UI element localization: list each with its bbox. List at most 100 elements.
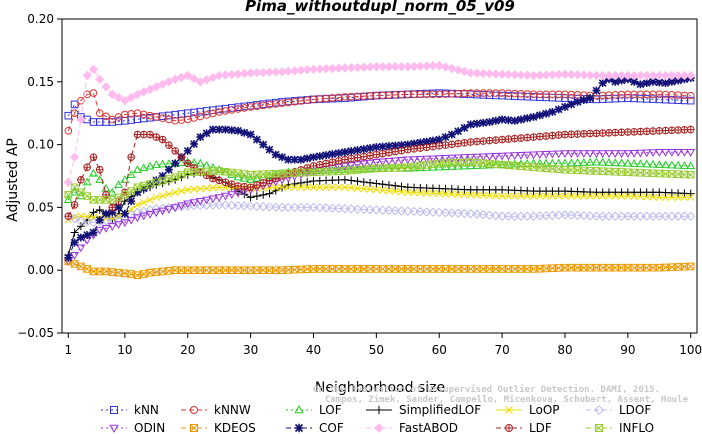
data-point-odin (491, 153, 501, 161)
data-point-fastabod (623, 70, 633, 81)
data-point-ldf (146, 130, 154, 139)
data-point-odin (503, 152, 513, 161)
data-point-fastabod (126, 92, 136, 103)
data-point-simplifiedlof (303, 178, 312, 186)
data-point-ldof (264, 202, 275, 212)
data-point-kdeos (165, 267, 173, 275)
data-point-odin (390, 157, 400, 166)
data-point-cof (359, 145, 368, 154)
data-point-ldof (321, 203, 331, 213)
data-point-lof (686, 161, 696, 170)
data-point-loop (215, 183, 223, 191)
data-point-fastabod (428, 61, 438, 71)
data-point-fastabod (409, 61, 419, 72)
data-point-odin (654, 148, 664, 157)
data-point-cof (428, 136, 437, 145)
data-point-cof (215, 125, 224, 134)
data-point-fastabod (516, 70, 526, 80)
data-point-loop (441, 190, 450, 198)
data-point-fastabod (459, 66, 470, 77)
data-point-ldf (70, 201, 79, 209)
data-point-odin (233, 189, 243, 198)
data-point-inflo (70, 183, 79, 192)
data-point-loop (404, 188, 412, 196)
data-point-ldf (642, 127, 651, 136)
data-point-cof (579, 96, 588, 104)
data-point-lof (195, 158, 205, 167)
data-point-loop (580, 192, 588, 200)
data-point-cof (642, 79, 651, 88)
data-point-fastabod (616, 70, 627, 81)
data-point-loop (190, 185, 198, 193)
data-point-ldf (347, 154, 356, 163)
data-point-ldof (333, 203, 344, 214)
data-point-ldof (491, 211, 501, 221)
data-point-fastabod (390, 62, 400, 72)
data-point-knn (121, 116, 129, 125)
data-point-odin (70, 251, 80, 260)
data-point-fastabod (365, 62, 375, 72)
data-point-fastabod (157, 79, 168, 89)
data-point-ldf (624, 128, 632, 136)
data-point-fastabod (421, 61, 432, 71)
data-point-ldof (535, 211, 545, 221)
data-point-inflo (416, 161, 425, 170)
data-point-ldf (410, 145, 418, 153)
data-point-cof (391, 141, 400, 150)
x-tick-label: 40 (306, 343, 321, 357)
data-point-fastabod (333, 63, 344, 73)
data-point-ldf (215, 176, 223, 185)
legend-swatch-marker (374, 405, 384, 415)
data-point-odin (529, 151, 539, 160)
data-point-cof (561, 102, 569, 111)
data-point-cof (485, 118, 494, 126)
data-point-fastabod (308, 64, 319, 74)
legend-label: ODIN (134, 421, 165, 434)
data-point-fastabod (503, 69, 514, 80)
legend-swatch-marker (594, 405, 604, 415)
data-point-ldof (421, 207, 432, 217)
data-point-lof (635, 159, 645, 168)
data-point-odin (642, 149, 652, 158)
data-point-inflo (83, 192, 91, 200)
data-point-cof (83, 231, 92, 239)
data-point-odin (591, 150, 601, 159)
data-point-loop (674, 193, 682, 202)
data-point-knn (686, 96, 695, 105)
series-inflo (64, 158, 695, 204)
data-point-ldof (484, 210, 495, 220)
data-point-lof (591, 157, 601, 166)
data-point-inflo (77, 188, 85, 197)
data-point-ldf (504, 135, 513, 143)
data-point-loop (649, 193, 657, 201)
x-tick-label: 80 (557, 343, 572, 357)
data-point-cof (372, 143, 381, 152)
data-point-fastabod (88, 64, 99, 74)
data-point-simplifiedlof (89, 208, 98, 217)
data-point-fastabod (679, 70, 690, 81)
data-point-fastabod (63, 177, 73, 187)
data-point-lof (239, 173, 249, 182)
data-point-kdeos (89, 267, 98, 276)
data-point-lof (126, 170, 136, 178)
legend-label: kNNW (214, 403, 251, 417)
data-point-ldof (667, 211, 677, 221)
data-point-lof (158, 159, 168, 168)
data-point-loop (309, 183, 318, 191)
data-point-ldf (485, 136, 494, 145)
data-point-cof (240, 128, 249, 137)
data-point-lof (648, 159, 658, 168)
data-point-fastabod (598, 70, 608, 81)
data-point-ldof (308, 202, 319, 213)
data-point-ldf (429, 142, 437, 151)
data-point-ldf (686, 125, 695, 134)
data-point-ldof (384, 205, 394, 216)
data-point-cof (171, 159, 180, 168)
data-point-lof (114, 180, 124, 188)
y-tick-label: 0.05 (27, 200, 54, 214)
data-point-loop (555, 192, 563, 200)
data-point-cof (259, 140, 268, 149)
data-point-lof (403, 163, 413, 172)
data-point-odin (409, 156, 419, 165)
data-point-fastabod (245, 68, 256, 78)
